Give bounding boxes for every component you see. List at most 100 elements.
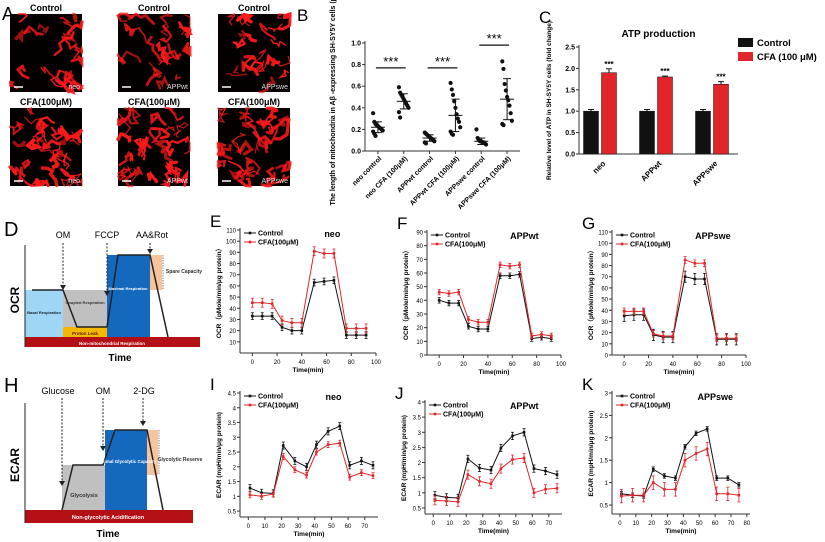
data-point	[260, 301, 264, 304]
data-point	[663, 488, 666, 491]
y-tick-label: 90	[416, 231, 423, 237]
mitochondria-mark	[149, 111, 167, 126]
data-point	[532, 491, 536, 495]
data-point	[651, 467, 655, 471]
mitochondria-mark	[116, 108, 133, 127]
panel-letter: C	[539, 8, 551, 27]
data-point	[486, 327, 490, 331]
condition-label: Control	[30, 3, 62, 13]
y-tick-label: 60	[601, 286, 608, 292]
y-tick-label: 40	[601, 309, 608, 315]
chart-title: neo	[326, 392, 343, 402]
x-tick-label: 10	[446, 521, 453, 527]
mitochondria-mark	[245, 115, 260, 138]
x-tick-label: 20	[460, 362, 467, 368]
data-point	[280, 325, 284, 329]
mitochondria-mark	[25, 137, 44, 151]
data-point	[380, 128, 385, 133]
y-tick-label: 20	[229, 329, 236, 335]
data-point	[345, 327, 348, 330]
data-point	[715, 476, 718, 480]
data-point	[260, 491, 263, 495]
mitochondria-mark	[158, 25, 173, 44]
y-tick-label: 50	[229, 296, 236, 302]
condition-label: Control	[138, 3, 170, 13]
cell-line-label: APPswe	[262, 84, 289, 91]
data-point	[364, 333, 368, 337]
data-point	[467, 318, 470, 321]
data-point	[326, 430, 330, 433]
data-point	[423, 141, 429, 146]
y-tick-label: 0.2	[351, 127, 361, 134]
data-point	[332, 252, 336, 255]
data-point	[501, 122, 506, 128]
series-line	[252, 250, 367, 329]
series-line	[434, 457, 558, 503]
mitochondria-mark	[50, 126, 65, 141]
micrograph-background	[218, 14, 290, 92]
y-tick-label: 1	[233, 495, 237, 501]
legend-label: CFA(100μM)	[443, 412, 483, 419]
region-label: Basal Respiration	[27, 310, 61, 315]
data-point	[437, 299, 441, 302]
series-line	[252, 279, 367, 336]
data-point	[271, 492, 275, 496]
data-point	[371, 111, 376, 116]
x-tick-label: 0	[623, 362, 627, 368]
y-tick-label: 100	[598, 242, 609, 248]
data-point	[652, 332, 655, 336]
data-point	[508, 274, 512, 278]
data-point	[651, 481, 655, 484]
legend-label: CFA(100μM)	[258, 403, 298, 410]
data-point	[338, 441, 342, 445]
mitochondria-mark	[225, 73, 248, 77]
data-point	[683, 275, 687, 279]
mitochondria-mark	[35, 121, 45, 135]
legend-marker	[620, 394, 624, 398]
data-point	[433, 499, 437, 502]
y-tick-label: 1	[605, 481, 609, 487]
mitochondria-mark	[267, 124, 280, 144]
legend-label: Control	[258, 394, 283, 401]
y-tick-label: 70	[229, 273, 236, 279]
y-tick-label: 3.5	[413, 416, 422, 422]
mitochondria-mark	[258, 76, 277, 94]
data-point	[715, 336, 719, 340]
data-point	[478, 480, 481, 483]
legend-marker	[620, 403, 624, 407]
data-point	[398, 115, 403, 120]
data-point	[518, 273, 521, 276]
legend-marker	[620, 242, 624, 246]
data-point	[373, 133, 378, 138]
series-control	[250, 276, 368, 339]
mitochondria-mark	[264, 171, 276, 187]
x-tick-label: 0	[251, 360, 255, 366]
y-tick-label: 30	[601, 320, 608, 326]
mitochondria-mark	[148, 129, 162, 144]
injection-label: OM	[96, 386, 111, 396]
data-point	[726, 476, 730, 480]
y-axis-label: OCR（pMole/min/μg protein）	[402, 247, 410, 340]
x-tick-label: 50	[328, 524, 335, 530]
panel-letter: E	[210, 212, 221, 231]
x-tick-label: 10	[632, 521, 639, 527]
mitochondria-mark	[164, 107, 185, 122]
series-line	[439, 273, 552, 340]
data-point	[449, 87, 454, 92]
legend-label: CFA(100μM)	[630, 403, 670, 410]
data-point	[437, 290, 441, 294]
mitochondria-mark	[37, 23, 50, 34]
data-point	[293, 459, 297, 463]
data-point	[433, 493, 437, 497]
y-tick-label: 1.0	[565, 109, 575, 116]
data-point	[476, 320, 480, 324]
mitochondria-mark	[74, 48, 83, 55]
y-tick-label: 1.5	[565, 87, 575, 94]
x-axis-label: Time(min)	[664, 369, 695, 376]
data-point	[693, 262, 697, 265]
mitochondria-mark	[252, 131, 273, 150]
mitochondria-mark	[266, 53, 281, 67]
data-point	[489, 468, 493, 472]
x-tick-label: 80	[348, 360, 355, 366]
mitochondria-mark	[70, 55, 84, 69]
